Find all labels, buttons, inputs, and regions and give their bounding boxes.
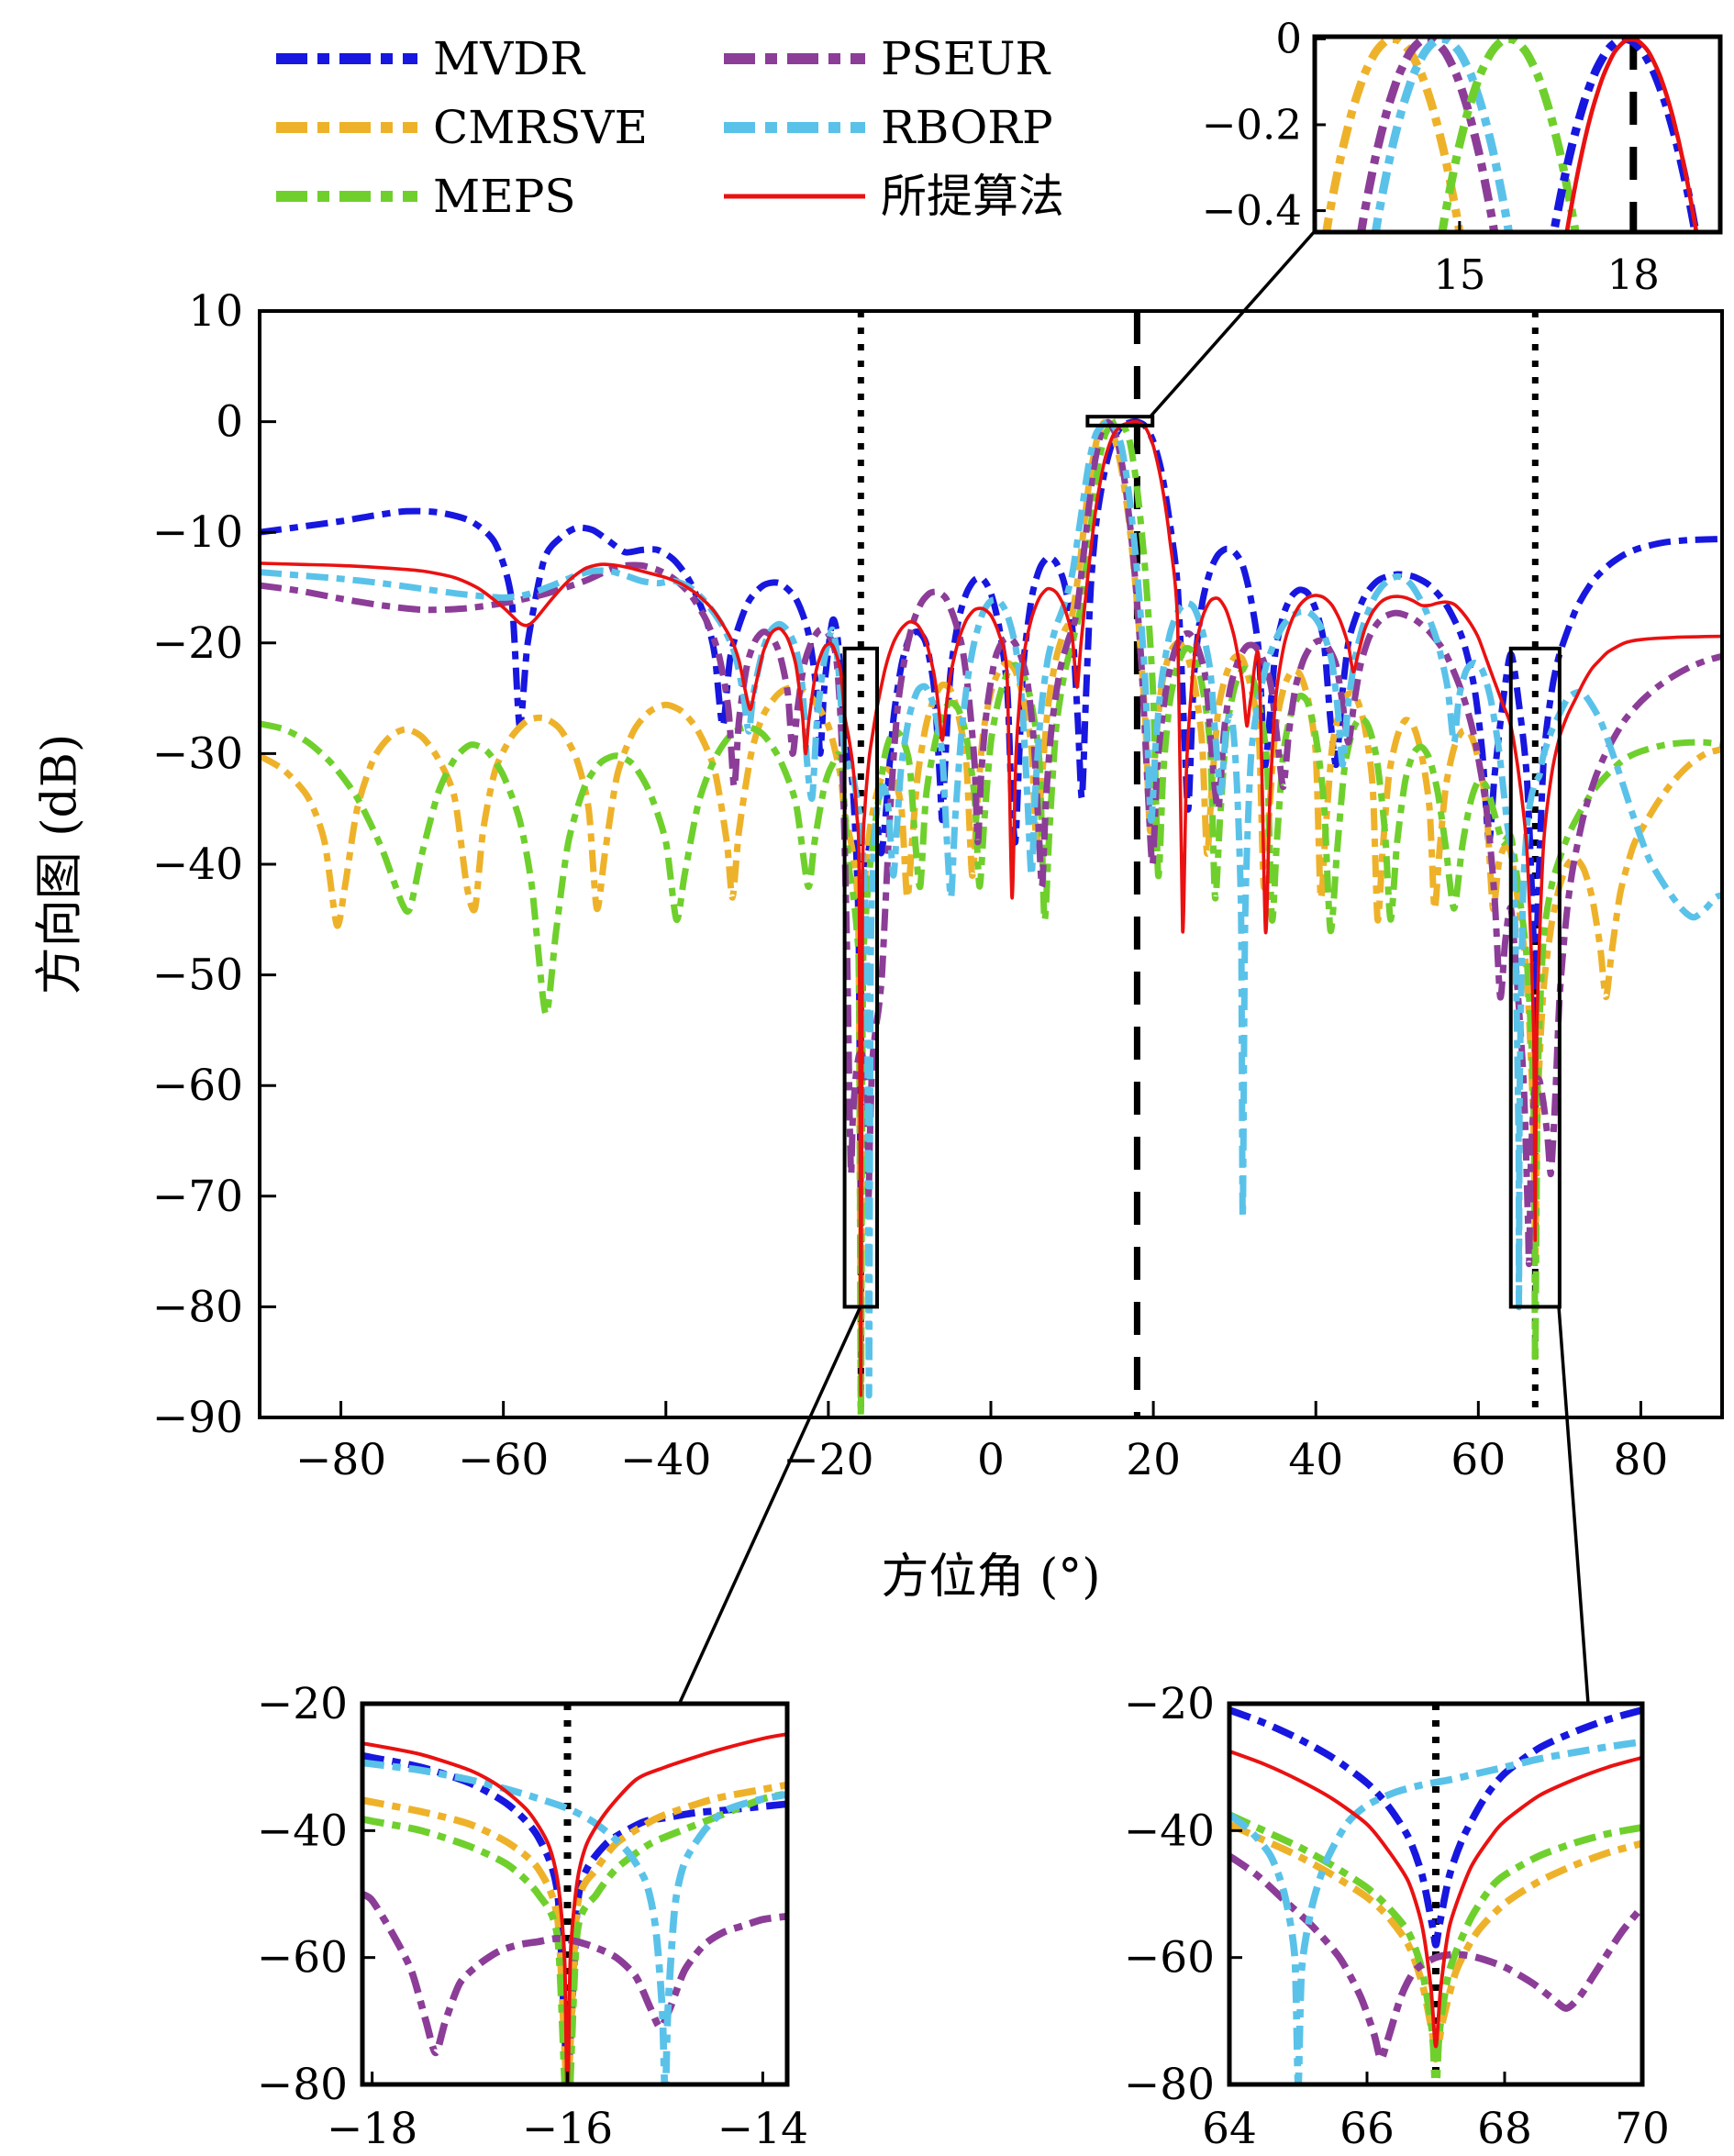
y-tick-label: −0.2 xyxy=(1202,100,1302,149)
legend-item-mvdr: MVDR xyxy=(273,24,721,93)
x-tick-label: −80 xyxy=(295,1435,386,1485)
legend-line-pseur xyxy=(724,52,865,64)
series-rborp xyxy=(1371,37,1514,232)
plot-main: −80 −60 −40 −20 0 20 40 60 80100−10−20−30−40−50−… xyxy=(152,286,1724,1485)
y-tick-label: −60 xyxy=(257,1933,348,1984)
series-proposed xyxy=(362,1732,787,2084)
legend: MVDR CMRSVE MEPS PSEUR RBORP 所提算法 xyxy=(273,24,1064,230)
legend-item-cmrsve: CMRSVE xyxy=(273,93,721,161)
x-tick-label: −20 xyxy=(783,1435,873,1485)
y-tick-label: −20 xyxy=(257,1679,348,1729)
legend-label-rborp: RBORP xyxy=(881,100,1053,154)
series-proposed xyxy=(1229,1750,1642,2049)
x-tick-label: −60 xyxy=(458,1435,549,1485)
y-tick-label: −20 xyxy=(1124,1679,1215,1729)
legend-label-pseur: PSEUR xyxy=(881,31,1050,85)
y-tick-label: −70 xyxy=(152,1172,243,1222)
plot-inset_right: 64 66 68 70 −20 −40 −60 −80 xyxy=(1124,1679,1670,2154)
legend-line-mvdr xyxy=(276,52,417,64)
legend-line-cmrsve xyxy=(276,121,417,133)
main-x-axis-title: 方位角 (°) xyxy=(881,1550,1101,1605)
x-tick-label: 18 xyxy=(1607,250,1660,299)
series-meps xyxy=(1229,1811,1642,2084)
y-tick-label: −80 xyxy=(1124,2060,1215,2110)
x-tick-label: 70 xyxy=(1615,2104,1670,2154)
y-tick-label: 0 xyxy=(1275,15,1302,63)
y-tick-label: −0.4 xyxy=(1202,186,1302,235)
y-tick-label: −30 xyxy=(152,728,243,779)
plot-frame xyxy=(1227,1701,1645,2087)
y-tick-label: −40 xyxy=(152,839,243,890)
y-tick-label: −20 xyxy=(152,618,243,669)
y-tick-label: −10 xyxy=(152,507,243,558)
legend-line-rborp xyxy=(724,121,865,133)
x-tick-label: 80 xyxy=(1614,1435,1669,1485)
legend-item-proposed: 所提算法 xyxy=(721,161,1064,230)
legend-label-mvdr: MVDR xyxy=(433,31,585,85)
x-tick-label: 15 xyxy=(1433,250,1485,299)
series-pseur xyxy=(362,1891,787,2057)
legend-label-cmrsve: CMRSVE xyxy=(433,100,648,154)
x-tick-label: 40 xyxy=(1288,1435,1343,1485)
series-rborp xyxy=(362,1759,787,2084)
y-tick-label: −50 xyxy=(152,950,243,1001)
connector-line xyxy=(677,1306,862,1706)
series-proposed xyxy=(1564,37,1699,232)
x-tick-label: 60 xyxy=(1451,1435,1506,1485)
series-mvdr xyxy=(260,417,1722,1200)
x-tick-label: −18 xyxy=(327,2104,417,2154)
x-tick-label: −40 xyxy=(620,1435,711,1485)
x-tick-label: −16 xyxy=(522,2104,613,2154)
y-tick-label: −80 xyxy=(152,1282,243,1332)
plot-frame xyxy=(360,1701,790,2087)
series-rborp xyxy=(1229,1738,1642,2084)
plot-inset_top: 15 18 0 −0.2 −0.4 xyxy=(1202,15,1723,299)
legend-line-meps xyxy=(276,190,417,202)
zoom-region-box xyxy=(1085,415,1155,428)
y-tick-label: −40 xyxy=(257,1806,348,1856)
series-pseur xyxy=(1229,1852,1642,2063)
x-tick-label: 64 xyxy=(1202,2104,1257,2154)
legend-line-proposed xyxy=(724,194,865,198)
series-meps xyxy=(362,1790,787,2084)
y-tick-label: −60 xyxy=(152,1061,243,1111)
legend-label-proposed: 所提算法 xyxy=(881,169,1064,223)
legend-item-meps: MEPS xyxy=(273,161,721,230)
plot-inset_left: −18 −16 −14 −20 −40 −60 −80 xyxy=(257,1679,808,2154)
zoom-region-box xyxy=(1508,646,1562,1309)
x-tick-label: 20 xyxy=(1126,1435,1181,1485)
x-tick-label: 0 xyxy=(977,1435,1005,1485)
series-pseur xyxy=(1356,37,1499,232)
connector-line xyxy=(1148,229,1317,419)
plot-frame xyxy=(1312,34,1723,235)
x-tick-label: 66 xyxy=(1339,2104,1395,2154)
series-cmrsve xyxy=(362,1781,787,2084)
legend-item-pseur: PSEUR xyxy=(721,24,1064,93)
series-proposed xyxy=(260,419,1722,1397)
y-tick-label: −90 xyxy=(152,1393,243,1443)
y-tick-label: −80 xyxy=(257,2060,348,2110)
y-tick-label: −60 xyxy=(1124,1933,1215,1984)
series-pseur xyxy=(260,418,1722,1268)
series-meps xyxy=(260,417,1722,1417)
legend-label-meps: MEPS xyxy=(433,169,576,223)
connector-line xyxy=(1557,1306,1590,1705)
series-cmrsve xyxy=(260,419,1722,1332)
y-tick-label: 0 xyxy=(216,397,243,448)
series-mvdr xyxy=(1550,37,1700,232)
x-tick-label: 68 xyxy=(1477,2104,1532,2154)
series-mvdr xyxy=(1229,1706,1642,1949)
y-tick-label: 10 xyxy=(188,286,243,337)
legend-item-rborp: RBORP xyxy=(721,93,1064,161)
y-tick-label: −40 xyxy=(1124,1806,1215,1856)
x-tick-label: −14 xyxy=(717,2104,808,2154)
series-rborp xyxy=(260,417,1722,1399)
